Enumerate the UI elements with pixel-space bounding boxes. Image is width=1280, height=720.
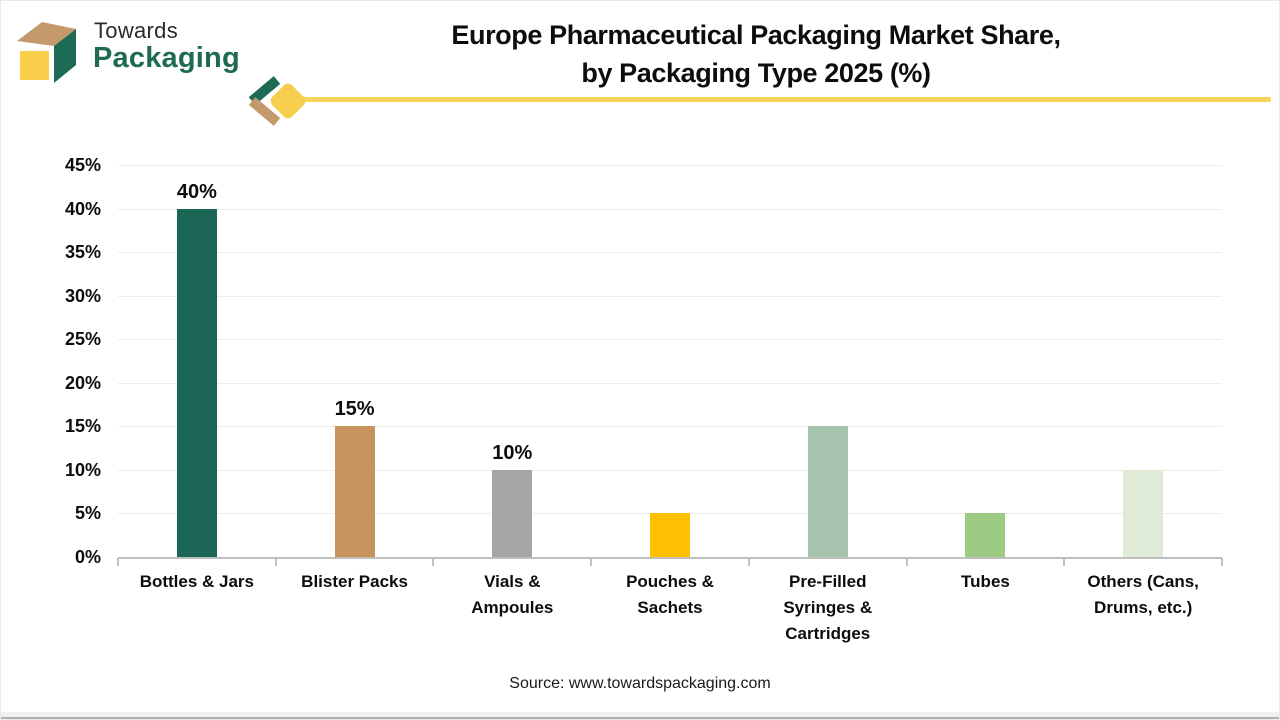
- bar-column: 40%: [118, 165, 276, 557]
- bottom-strip-light: [1, 712, 1279, 717]
- y-tick-label: 0%: [74, 547, 101, 567]
- x-axis-ticks: [117, 558, 1223, 567]
- y-tick-label: 25%: [64, 329, 101, 350]
- x-axis-label: Pre-Filled Syringes & Cartridges: [749, 569, 907, 647]
- x-axis-tick: [274, 558, 277, 566]
- x-axis-label-text: Blister Packs: [301, 572, 408, 591]
- y-tick-label: 30%: [64, 285, 101, 306]
- x-axis-label: Bottles & Jars: [118, 569, 276, 647]
- x-axis-label-text: Others (Cans, Drums, etc.): [1087, 572, 1199, 617]
- x-axis-tick: [432, 558, 435, 566]
- bar-2: 15%: [335, 398, 375, 557]
- bar-3: 10%: [492, 442, 532, 557]
- gridline: [118, 208, 1222, 210]
- x-axis-label-text: Tubes: [961, 572, 1010, 591]
- bar-7: [1123, 469, 1164, 557]
- bar-value-label: 10%: [492, 441, 533, 464]
- x-axis-label: Tubes: [907, 569, 1065, 647]
- gridline: [118, 382, 1222, 384]
- gridline: [118, 252, 1222, 254]
- bar-column: [749, 165, 907, 557]
- bar-6: [965, 513, 1006, 557]
- x-axis-label: Others (Cans, Drums, etc.): [1064, 569, 1222, 647]
- plot-area: 40% 15% 10%: [118, 165, 1222, 559]
- x-axis-label-text: Bottles & Jars: [139, 572, 255, 591]
- x-axis-tick: [590, 558, 593, 566]
- bar-column: 10%: [433, 165, 591, 557]
- bar-value-label: 15%: [334, 398, 375, 421]
- gridline: [118, 426, 1222, 428]
- towards-packaging-logo-cube-icon: [15, 13, 81, 88]
- y-tick-label: 35%: [64, 242, 101, 263]
- page-title: Europe Pharmaceutical Packaging Market S…: [251, 16, 1261, 92]
- bar-5: [807, 426, 848, 557]
- header-arrow-diamond-icon: [239, 76, 311, 131]
- gridline: [118, 339, 1222, 341]
- y-axis-labels: 0% 5% 10% 15% 20% 25% 30% 35% 40% 45%: [19, 155, 101, 567]
- x-axis-label: Vials & Ampoules: [433, 569, 591, 647]
- x-axis-tick: [1221, 558, 1223, 566]
- brand-name-packaging: Packaging: [93, 42, 240, 74]
- x-axis-tick: [1063, 558, 1066, 566]
- gridline: [118, 165, 1222, 166]
- x-axis-label: Blister Packs: [276, 569, 434, 647]
- y-tick-label: 40%: [64, 198, 101, 219]
- x-axis-label-text: Pouches & Sachets: [626, 572, 714, 617]
- page-title-line1: Europe Pharmaceutical Packaging Market S…: [451, 20, 1061, 50]
- x-axis-label-text: Vials & Ampoules: [471, 572, 554, 617]
- x-axis-label: Pouches & Sachets: [591, 569, 749, 647]
- bar-1: 40%: [177, 181, 217, 557]
- bar-column: 15%: [276, 165, 434, 557]
- gridline: [118, 469, 1222, 471]
- bar-4: [650, 513, 691, 557]
- bottom-strip-dark: [1, 717, 1279, 719]
- bar-value-label: 40%: [176, 180, 217, 203]
- x-axis-labels: Bottles & Jars Blister Packs Vials & Ampou…: [118, 569, 1222, 647]
- page-title-line2: by Packaging Type 2025 (%): [581, 58, 931, 88]
- y-tick-label: 15%: [64, 416, 101, 437]
- y-tick-label: 10%: [64, 459, 101, 480]
- bar-column: [907, 165, 1065, 557]
- bar-column: [1064, 165, 1222, 557]
- x-axis-label-text: Pre-Filled Syringes & Cartridges: [783, 572, 873, 643]
- x-axis-tick: [747, 558, 750, 566]
- y-tick-label: 45%: [64, 155, 101, 175]
- source-text: Source: www.towardspackaging.com: [509, 675, 771, 692]
- gridline: [118, 295, 1222, 297]
- header-divider-line: [297, 97, 1271, 102]
- y-tick-label: 5%: [74, 503, 101, 524]
- x-axis-tick: [905, 558, 908, 566]
- bar-column: [591, 165, 749, 557]
- x-axis-tick: [117, 558, 119, 566]
- brand-name-towards: Towards: [94, 18, 179, 43]
- bar-columns: 40% 15% 10%: [118, 165, 1222, 557]
- y-tick-label: 20%: [64, 372, 101, 393]
